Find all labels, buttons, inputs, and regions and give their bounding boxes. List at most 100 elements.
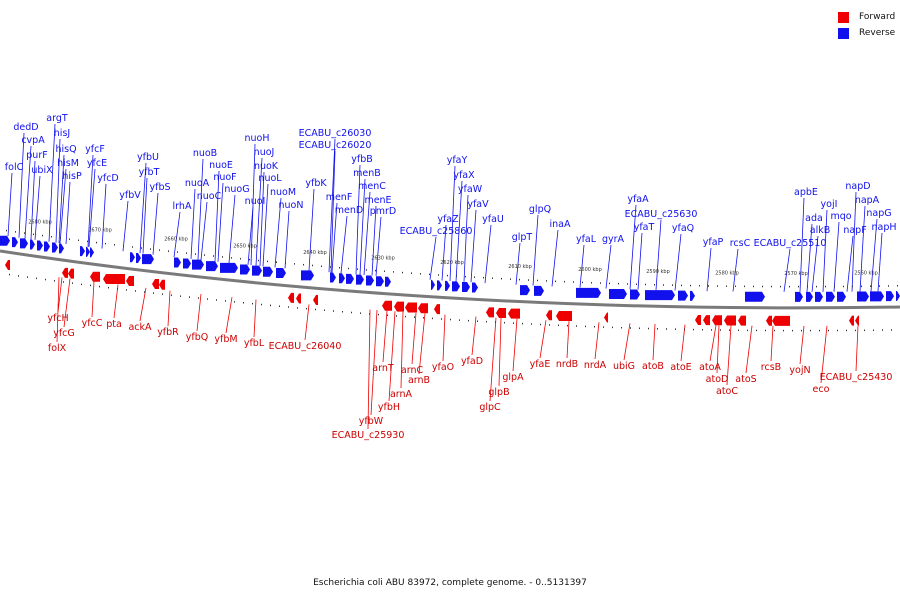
forward-gene-arrow[interactable] [496, 307, 506, 318]
forward-gene-arrow[interactable] [508, 308, 520, 319]
reverse-gene-arrow[interactable] [0, 235, 10, 246]
forward-gene-arrow[interactable] [724, 315, 736, 326]
gene-label-forward[interactable]: folX [48, 343, 67, 354]
gene-label-reverse[interactable]: ECABU_c25510 [754, 238, 827, 249]
reverse-gene-arrow[interactable] [630, 289, 640, 300]
gene-label-reverse[interactable]: nuoC [197, 191, 222, 202]
reverse-gene-arrow[interactable] [795, 291, 803, 302]
gene-label-reverse[interactable]: yfaP [703, 237, 724, 248]
gene-label-reverse[interactable]: yfbU [137, 152, 159, 163]
gene-label-reverse[interactable]: ada [805, 213, 823, 224]
reverse-gene-arrow[interactable] [90, 247, 94, 258]
reverse-gene-arrow[interactable] [130, 252, 135, 263]
forward-gene-arrow[interactable] [738, 315, 746, 326]
legend-item-forward[interactable]: Forward [838, 9, 895, 25]
forward-gene-arrow[interactable] [296, 293, 301, 304]
gene-label-reverse[interactable]: yfbS [149, 182, 170, 193]
gene-label-reverse[interactable]: menE [364, 195, 391, 206]
gene-label-reverse[interactable]: yfbK [305, 178, 327, 189]
gene-label-forward[interactable]: yfbM [214, 334, 237, 345]
gene-label-forward[interactable]: yfcC [82, 318, 103, 329]
reverse-gene-arrow[interactable] [431, 279, 435, 290]
gene-label-reverse[interactable]: nuoE [209, 160, 233, 171]
gene-label-reverse[interactable]: rcsC [730, 238, 751, 249]
gene-label-reverse[interactable]: menB [353, 168, 381, 179]
gene-label-reverse[interactable]: yfaQ [672, 223, 694, 234]
forward-gene-arrow[interactable] [152, 278, 159, 289]
forward-gene-arrow[interactable] [604, 312, 608, 323]
reverse-gene-arrow[interactable] [366, 275, 374, 286]
reverse-gene-arrow[interactable] [826, 291, 835, 302]
gene-label-reverse[interactable]: nuoN [279, 200, 304, 211]
gene-label-forward[interactable]: yfcG [53, 328, 75, 339]
gene-label-reverse[interactable]: hisQ [55, 144, 76, 155]
gene-label-reverse[interactable]: mqo [830, 211, 851, 222]
reverse-gene-arrow[interactable] [376, 276, 384, 287]
forward-gene-arrow[interactable] [772, 315, 790, 326]
reverse-gene-arrow[interactable] [815, 291, 823, 302]
gene-label-forward[interactable]: atoS [735, 374, 756, 385]
reverse-gene-arrow[interactable] [20, 238, 28, 249]
gene-label-reverse[interactable]: nuoA [185, 178, 210, 189]
gene-label-reverse[interactable]: menD [335, 205, 363, 216]
reverse-gene-arrow[interactable] [886, 291, 894, 302]
reverse-gene-arrow[interactable] [896, 291, 900, 302]
reverse-gene-arrow[interactable] [330, 272, 336, 283]
gene-label-forward[interactable]: ECABU_c26040 [269, 341, 342, 352]
forward-gene-arrow[interactable] [68, 268, 74, 279]
gene-label-reverse[interactable]: yfaX [453, 170, 475, 181]
gene-label-reverse[interactable]: nuoL [258, 173, 282, 184]
gene-label-reverse[interactable]: apbE [794, 187, 818, 198]
forward-gene-arrow[interactable] [5, 260, 10, 271]
gene-label-reverse[interactable]: ECABU_c25860 [400, 226, 473, 237]
forward-gene-arrow[interactable] [712, 315, 722, 326]
gene-label-reverse[interactable]: yfbV [119, 190, 141, 201]
gene-label-forward[interactable]: yfbR [157, 327, 179, 338]
forward-gene-arrow[interactable] [849, 315, 854, 326]
gene-label-reverse[interactable]: nuoI [245, 196, 266, 207]
forward-gene-arrow[interactable] [103, 274, 125, 285]
gene-label-forward[interactable]: arnT [372, 363, 394, 374]
forward-gene-arrow[interactable] [313, 295, 318, 306]
gene-label-forward[interactable]: arnA [390, 389, 413, 400]
gene-label-forward[interactable]: arnB [408, 375, 430, 386]
gene-label-reverse[interactable]: yfaT [634, 222, 655, 233]
reverse-gene-arrow[interactable] [690, 290, 695, 301]
gene-label-forward[interactable]: arnC [401, 365, 424, 376]
gene-label-forward[interactable]: yfcH [47, 313, 68, 324]
gene-label-forward[interactable]: atoA [699, 362, 721, 373]
forward-gene-arrow[interactable] [90, 271, 100, 282]
reverse-gene-arrow[interactable] [252, 265, 262, 276]
gene-label-forward[interactable]: yfbW [359, 416, 384, 427]
forward-gene-arrow[interactable] [766, 315, 772, 326]
reverse-gene-arrow[interactable] [534, 285, 544, 296]
gene-label-reverse[interactable]: glpT [512, 232, 533, 243]
reverse-gene-arrow[interactable] [356, 274, 364, 285]
reverse-gene-arrow[interactable] [520, 285, 530, 296]
forward-gene-arrow[interactable] [703, 315, 710, 326]
gene-label-reverse[interactable]: nuoG [224, 184, 249, 195]
gene-label-reverse[interactable]: yfaW [458, 184, 483, 195]
gene-label-forward[interactable]: atoC [716, 386, 738, 397]
gene-label-forward[interactable]: atoB [642, 361, 664, 372]
reverse-gene-arrow[interactable] [437, 280, 442, 291]
gene-label-forward[interactable]: ubiG [613, 361, 635, 372]
gene-label-reverse[interactable]: yfcF [85, 144, 105, 155]
gene-label-reverse[interactable]: pmrD [370, 206, 397, 217]
gene-label-reverse[interactable]: glpQ [529, 204, 551, 215]
gene-label-reverse[interactable]: yfaU [482, 214, 504, 225]
reverse-gene-arrow[interactable] [452, 281, 460, 292]
gene-label-forward[interactable]: nrdA [584, 360, 607, 371]
gene-label-reverse[interactable]: yfaL [576, 234, 597, 245]
reverse-gene-arrow[interactable] [174, 257, 181, 268]
reverse-gene-arrow[interactable] [472, 282, 478, 293]
reverse-gene-arrow[interactable] [192, 259, 204, 270]
reverse-gene-arrow[interactable] [645, 290, 675, 301]
gene-label-forward[interactable]: ackA [128, 322, 152, 333]
gene-label-reverse[interactable]: folC [5, 162, 24, 173]
gene-label-reverse[interactable]: yfbB [351, 154, 373, 165]
gene-label-reverse[interactable]: napA [855, 195, 880, 206]
gene-label-forward[interactable]: glpB [488, 387, 509, 398]
gene-label-reverse[interactable]: nuoH [245, 133, 270, 144]
gene-label-forward[interactable]: rcsB [761, 362, 781, 373]
